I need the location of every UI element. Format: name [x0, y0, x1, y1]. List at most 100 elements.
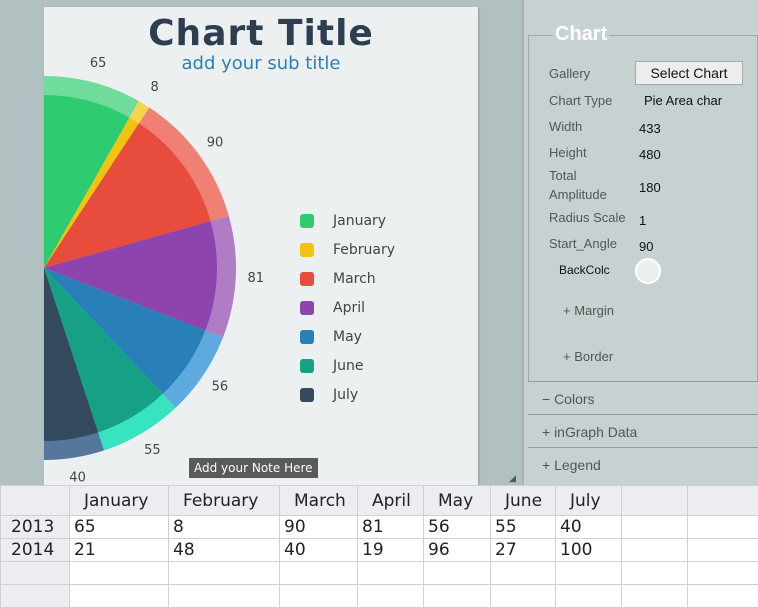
chart-type-label: Chart Type: [549, 93, 612, 108]
cell[interactable]: 96: [424, 539, 491, 562]
legend-label: February: [333, 242, 395, 258]
legend-label: June: [333, 358, 364, 374]
chart-subtitle[interactable]: add your sub title: [44, 53, 478, 74]
legend-item[interactable]: April: [300, 293, 395, 322]
cell[interactable]: [280, 562, 358, 585]
resize-handle[interactable]: ◢: [509, 473, 516, 484]
data-label: 90: [207, 136, 224, 151]
legend-label: July: [333, 387, 358, 403]
width-label: Width: [549, 119, 582, 134]
width-input[interactable]: 433: [639, 121, 661, 136]
height-input[interactable]: 480: [639, 147, 661, 162]
colors-section-toggle[interactable]: − Colors: [528, 381, 758, 414]
cell[interactable]: 100: [556, 539, 622, 562]
cell[interactable]: 56: [424, 516, 491, 539]
border-toggle[interactable]: + Border: [563, 349, 613, 364]
radius-scale-label: Radius Scale: [549, 210, 626, 225]
data-grid: January February March April May June Ju…: [0, 485, 758, 608]
cell[interactable]: [688, 585, 758, 608]
margin-toggle[interactable]: + Margin: [563, 303, 614, 318]
column-header[interactable]: June: [491, 486, 556, 516]
header-row: January February March April May June Ju…: [1, 486, 758, 516]
row-header[interactable]: 2014: [1, 539, 70, 562]
cell[interactable]: [622, 539, 688, 562]
column-header[interactable]: January: [70, 486, 169, 516]
cell[interactable]: [491, 585, 556, 608]
table-row: [1, 562, 758, 585]
data-label: 40: [69, 470, 86, 485]
data-label: 55: [144, 443, 161, 458]
legend-swatch: [300, 388, 314, 402]
cell[interactable]: 40: [280, 539, 358, 562]
amplitude-input[interactable]: 180: [639, 180, 661, 195]
legend-swatch: [300, 214, 314, 228]
legend-item[interactable]: January: [300, 206, 395, 235]
cell[interactable]: 90: [280, 516, 358, 539]
legend-label: May: [333, 329, 362, 345]
column-header[interactable]: May: [424, 486, 491, 516]
amplitude-label-1: Total: [549, 168, 576, 183]
cell[interactable]: [622, 562, 688, 585]
legend-swatch: [300, 272, 314, 286]
cell[interactable]: [280, 585, 358, 608]
cell[interactable]: 81: [358, 516, 424, 539]
cell[interactable]: 55: [491, 516, 556, 539]
cell[interactable]: [556, 562, 622, 585]
legend-item[interactable]: May: [300, 322, 395, 351]
cell[interactable]: [358, 562, 424, 585]
column-header[interactable]: March: [280, 486, 358, 516]
start-angle-input[interactable]: 90: [639, 239, 653, 254]
cell[interactable]: 27: [491, 539, 556, 562]
cell[interactable]: [622, 585, 688, 608]
cell[interactable]: [424, 585, 491, 608]
cell[interactable]: [424, 562, 491, 585]
row-header[interactable]: 2013: [1, 516, 70, 539]
cell[interactable]: 21: [70, 539, 169, 562]
table-row: 2013 65 8 90 81 56 55 40: [1, 516, 758, 539]
legend-item[interactable]: July: [300, 380, 395, 409]
cell[interactable]: [688, 516, 758, 539]
cell[interactable]: [169, 585, 280, 608]
column-header[interactable]: [622, 486, 688, 516]
cell[interactable]: [688, 562, 758, 585]
chart-type-value[interactable]: Pie Area char: [644, 93, 734, 108]
cell[interactable]: [169, 562, 280, 585]
backcolor-label: BackColc: [559, 263, 614, 277]
radius-scale-input[interactable]: 1: [639, 213, 646, 228]
cell[interactable]: [70, 562, 169, 585]
column-header[interactable]: April: [358, 486, 424, 516]
cell[interactable]: 65: [70, 516, 169, 539]
backcolor-swatch[interactable]: [635, 258, 661, 284]
data-label: 81: [247, 271, 264, 286]
amplitude-label-2: Amplitude: [549, 187, 607, 202]
cell[interactable]: [688, 539, 758, 562]
row-header[interactable]: [1, 585, 70, 608]
gallery-label: Gallery: [549, 66, 590, 81]
cell[interactable]: [491, 562, 556, 585]
column-header[interactable]: [688, 486, 758, 516]
height-label: Height: [549, 145, 587, 160]
ingraph-data-section-toggle[interactable]: + inGraph Data: [528, 414, 758, 447]
cell[interactable]: 19: [358, 539, 424, 562]
column-header[interactable]: February: [169, 486, 280, 516]
note-label[interactable]: Add your Note Here: [189, 458, 318, 478]
cell[interactable]: [70, 585, 169, 608]
cell[interactable]: 40: [556, 516, 622, 539]
legend-section-toggle[interactable]: + Legend: [528, 447, 758, 480]
legend-item[interactable]: February: [300, 235, 395, 264]
legend-label: January: [333, 213, 386, 229]
select-chart-button[interactable]: Select Chart: [635, 61, 743, 85]
legend-item[interactable]: March: [300, 264, 395, 293]
row-header[interactable]: [1, 562, 70, 585]
legend-item[interactable]: June: [300, 351, 395, 380]
table-row: [1, 585, 758, 608]
cell[interactable]: [622, 516, 688, 539]
chart-title[interactable]: Chart Title: [44, 13, 478, 54]
cell[interactable]: [556, 585, 622, 608]
cell[interactable]: [358, 585, 424, 608]
properties-panel: Chart Gallery Select Chart Chart Type Pi…: [522, 0, 758, 485]
cell[interactable]: 48: [169, 539, 280, 562]
column-header[interactable]: July: [556, 486, 622, 516]
cell[interactable]: 8: [169, 516, 280, 539]
